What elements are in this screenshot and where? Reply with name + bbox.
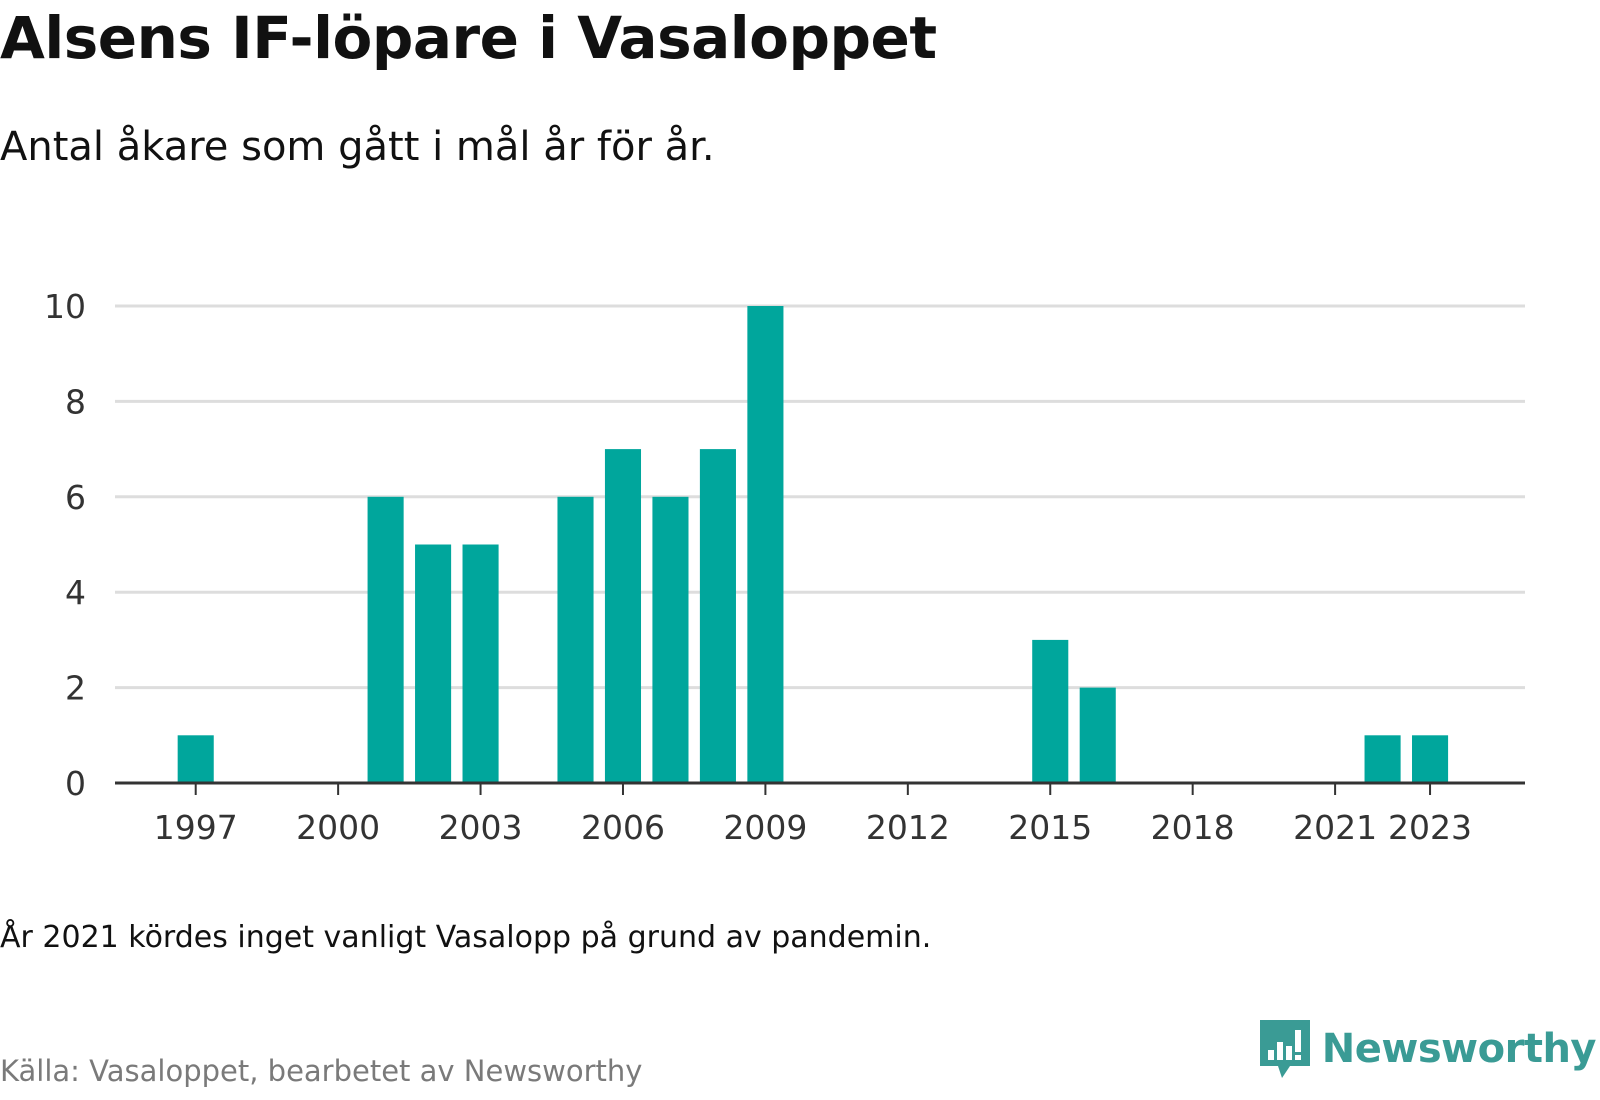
gridlines xyxy=(115,304,1525,690)
chart-subtitle: Antal åkare som gått i mål år för år. xyxy=(0,124,715,170)
x-tick-label: 2012 xyxy=(866,808,950,847)
axes: 0 2 4 6 8 10 1997 2000 2003 2006 2009 2012 2015 2018 2… xyxy=(44,287,1525,847)
bar xyxy=(415,544,452,783)
y-tick-label: 0 xyxy=(65,764,86,803)
bar xyxy=(1032,639,1069,783)
bar xyxy=(1412,735,1449,783)
x-tick-label: 2006 xyxy=(581,808,665,847)
x-tick-label: 2023 xyxy=(1388,808,1472,847)
source-credit: Källa: Vasaloppet, bearbetet av Newswort… xyxy=(0,1054,643,1088)
x-tick-label: 2003 xyxy=(439,808,523,847)
y-tick-label: 6 xyxy=(65,478,86,517)
x-tick-label: 1997 xyxy=(154,808,238,847)
bar xyxy=(1079,687,1116,783)
bar xyxy=(367,496,404,783)
x-tick-label: 2021 xyxy=(1293,808,1377,847)
x-tick-label: 2009 xyxy=(723,808,807,847)
bar xyxy=(1364,735,1401,783)
x-tick-label: 2015 xyxy=(1008,808,1092,847)
y-tick-label: 4 xyxy=(65,573,86,612)
bar xyxy=(652,496,689,783)
footnote: År 2021 kördes inget vanligt Vasalopp på… xyxy=(0,920,932,955)
brand-name: Newsworthy xyxy=(1321,1026,1597,1072)
newsworthy-logo-icon xyxy=(1259,1020,1310,1078)
y-tick-label: 8 xyxy=(65,382,86,421)
bar-chart: 0 2 4 6 8 10 1997 2000 2003 2006 2009 2012 2015 2018 2… xyxy=(44,287,1525,847)
bar xyxy=(462,544,499,783)
x-tick-label: 2000 xyxy=(296,808,380,847)
bar xyxy=(177,735,214,783)
brand: Newsworthy xyxy=(1259,1020,1597,1078)
bar xyxy=(747,306,784,783)
bar xyxy=(699,449,736,783)
bars xyxy=(177,306,1449,783)
x-tick-label: 2018 xyxy=(1151,808,1235,847)
y-tick-label: 2 xyxy=(65,669,86,708)
chart-title: Alsens IF-löpare i Vasaloppet xyxy=(0,4,937,72)
y-tick-label: 10 xyxy=(44,287,86,326)
bar xyxy=(604,449,642,783)
bar xyxy=(557,496,594,783)
